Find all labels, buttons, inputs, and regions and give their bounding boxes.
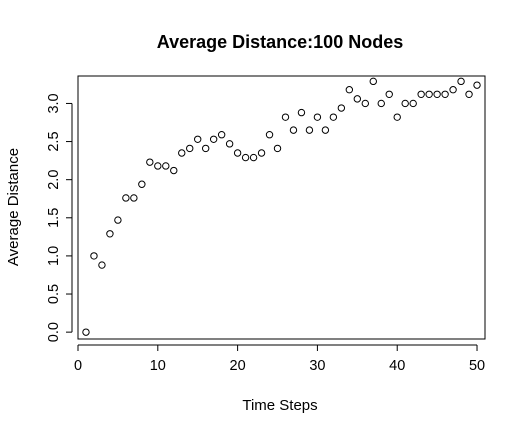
y-tick-label: 0.0 xyxy=(46,322,62,342)
data-point xyxy=(257,149,266,157)
data-point xyxy=(273,144,282,153)
data-point xyxy=(106,230,114,238)
data-point xyxy=(369,77,377,86)
data-point xyxy=(146,158,154,166)
data-point xyxy=(465,90,473,98)
data-point xyxy=(329,113,338,121)
data-point xyxy=(353,95,362,103)
x-tick-label: 50 xyxy=(469,358,485,374)
y-tick-label: 0.5 xyxy=(46,284,62,304)
data-point xyxy=(217,130,226,139)
data-point xyxy=(425,90,433,98)
data-point xyxy=(433,90,441,98)
data-point xyxy=(345,86,354,94)
data-point xyxy=(265,130,274,139)
data-point xyxy=(186,144,194,153)
y-tick-label: 3.0 xyxy=(46,93,62,113)
x-axis-label: Time Steps xyxy=(242,397,317,414)
data-point xyxy=(297,108,306,117)
data-point xyxy=(154,162,162,170)
data-point xyxy=(201,144,210,153)
x-axis: 0 10 20 30 40 50 xyxy=(74,344,485,374)
data-point xyxy=(449,86,457,94)
data-point xyxy=(385,90,393,98)
data-point xyxy=(441,90,449,98)
data-point xyxy=(401,99,409,108)
data-point xyxy=(417,90,425,98)
data-point xyxy=(225,140,234,148)
data-point xyxy=(313,113,322,121)
data-point xyxy=(281,113,290,121)
data-point xyxy=(473,81,481,89)
data-point xyxy=(393,113,401,121)
data-point xyxy=(98,261,106,269)
data-point xyxy=(170,166,178,175)
data-point xyxy=(337,104,346,112)
x-tick-label: 30 xyxy=(309,358,325,374)
y-tick-label: 2.0 xyxy=(46,170,62,190)
data-point xyxy=(249,153,258,162)
data-point xyxy=(122,194,130,202)
y-tick-label: 2.5 xyxy=(46,131,62,151)
x-tick-label: 10 xyxy=(150,358,166,374)
y-tick-label: 1.5 xyxy=(46,208,62,228)
data-point xyxy=(457,77,465,86)
data-point xyxy=(130,194,138,202)
data-point xyxy=(321,126,330,134)
data-point xyxy=(138,180,146,188)
data-point xyxy=(289,126,298,134)
y-tick-label: 1.0 xyxy=(46,246,62,266)
data-point xyxy=(241,153,250,162)
y-axis: 0.0 0.5 1.0 1.5 2.0 2.5 3.0 xyxy=(46,93,73,342)
data-point xyxy=(361,99,369,108)
data-point xyxy=(178,149,186,157)
data-point xyxy=(233,149,242,157)
chart-title: Average Distance:100 Nodes xyxy=(157,32,403,52)
data-point xyxy=(305,126,314,134)
data-point xyxy=(194,135,202,143)
y-axis-label: Average Distance xyxy=(5,148,22,266)
data-point xyxy=(409,99,417,108)
data-point xyxy=(114,216,122,224)
x-tick-label: 0 xyxy=(74,358,82,374)
data-points xyxy=(82,77,481,336)
x-tick-label: 40 xyxy=(389,358,405,374)
data-point xyxy=(90,252,98,260)
data-point xyxy=(377,99,385,108)
x-tick-label: 20 xyxy=(230,358,246,374)
data-point xyxy=(162,162,170,170)
data-point xyxy=(209,135,218,143)
data-point xyxy=(82,328,90,336)
plot-frame xyxy=(77,75,486,340)
